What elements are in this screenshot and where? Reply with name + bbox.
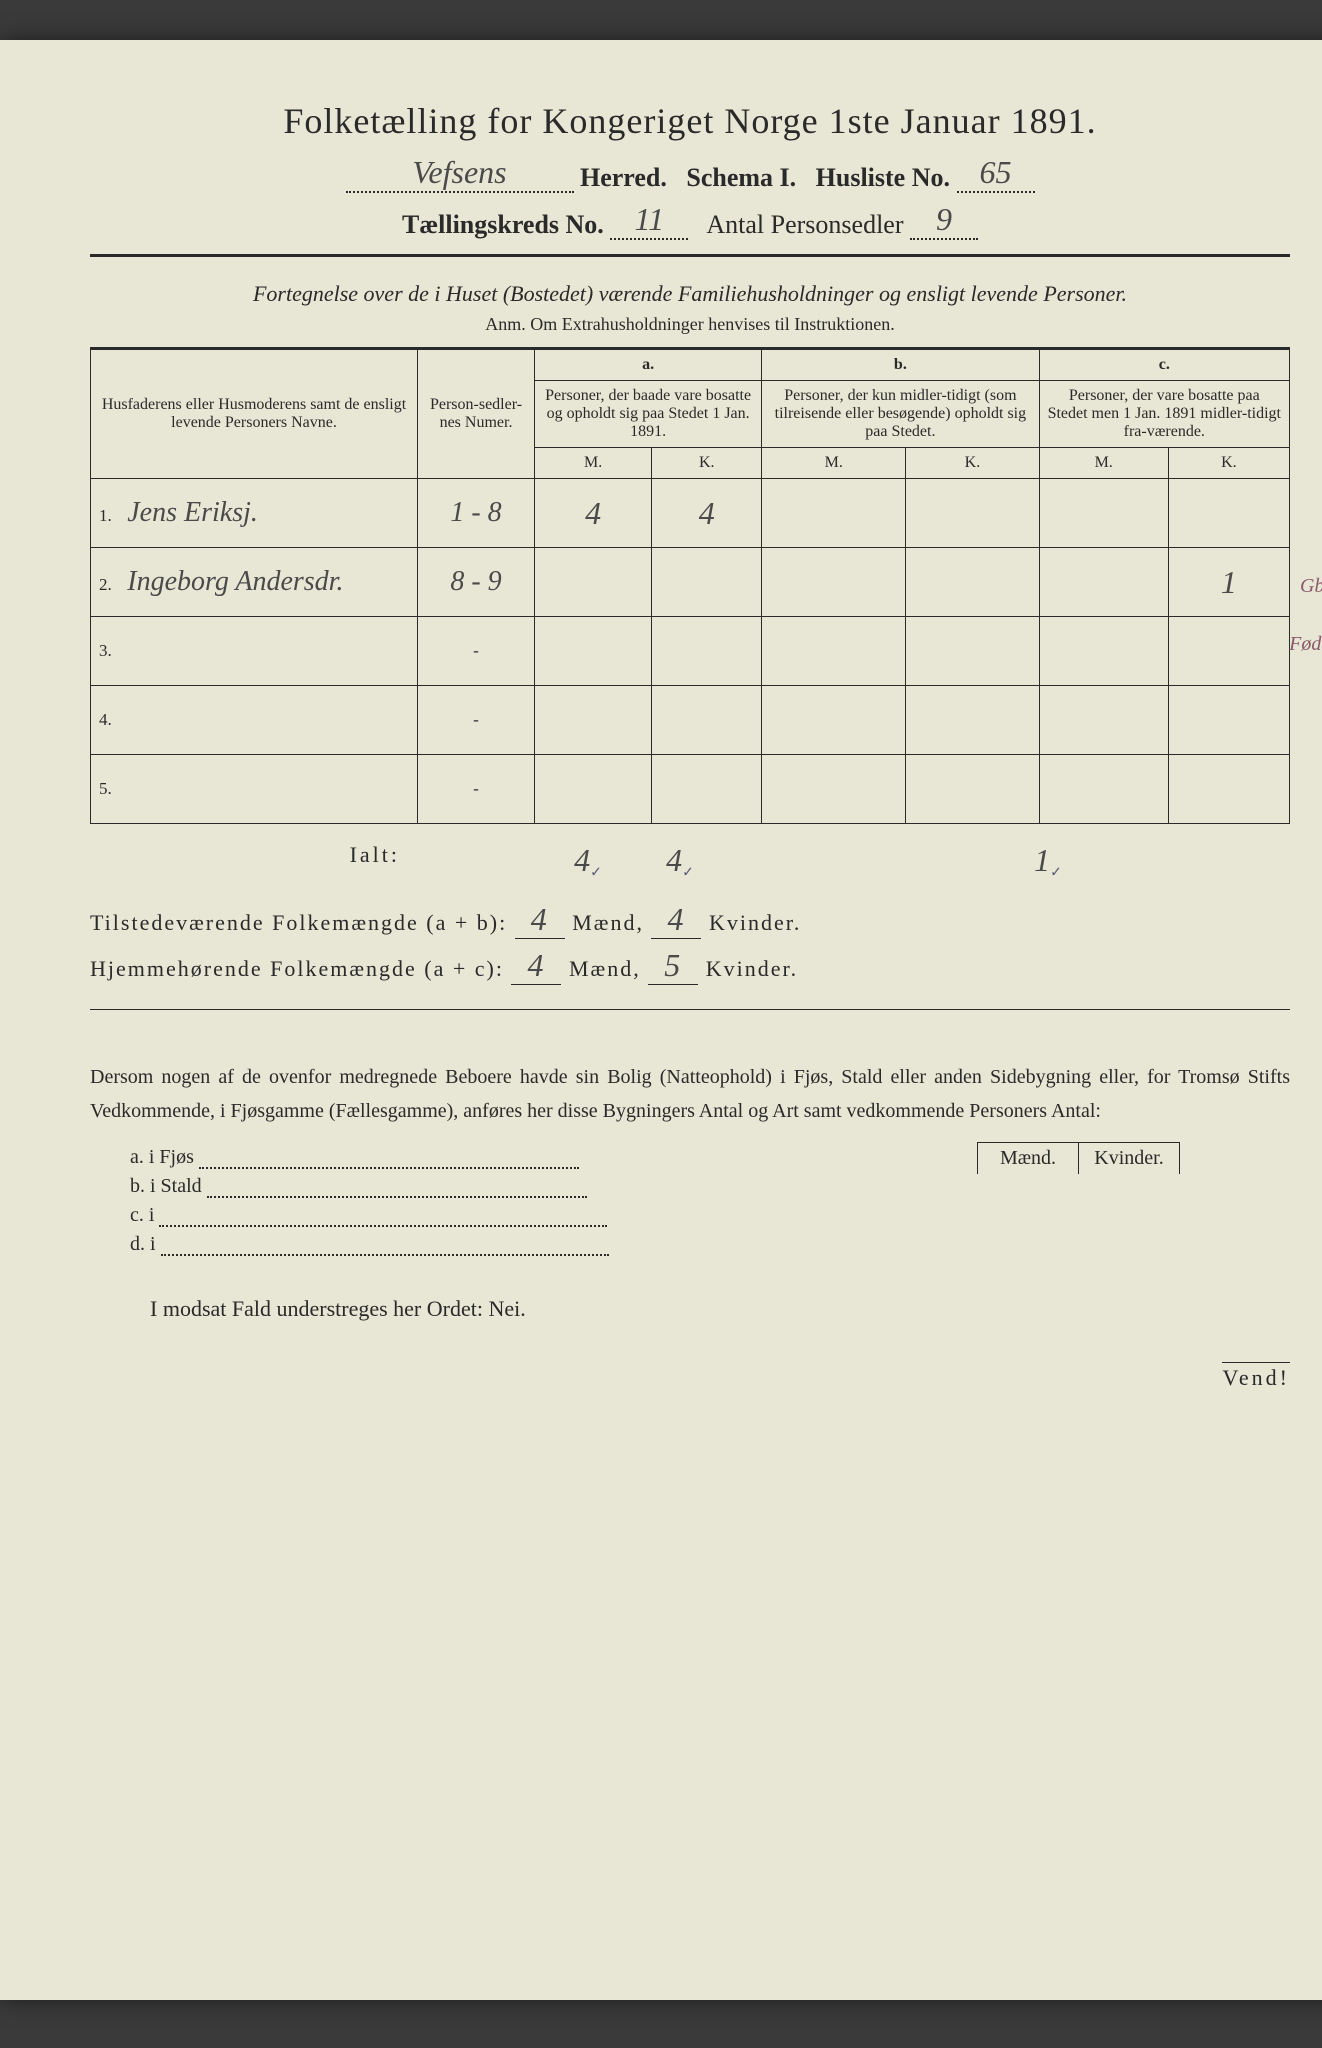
herred-label: Herred. bbox=[580, 163, 667, 192]
col-sedler: Person-sedler-nes Numer. bbox=[418, 349, 535, 479]
divider bbox=[90, 1009, 1290, 1010]
ialt-row: Ialt: 4✓ 4✓ 1✓ bbox=[90, 842, 1290, 881]
col-a-desc: Personer, der baade vare bosatte og opho… bbox=[535, 381, 762, 448]
col-a-m: M. bbox=[535, 448, 652, 479]
husliste-value: 65 bbox=[980, 154, 1012, 190]
margin-note-2: Føderaad bbox=[1289, 633, 1322, 656]
antal-value: 9 bbox=[936, 201, 952, 237]
kreds-value: 11 bbox=[634, 201, 664, 237]
col-c-top: c. bbox=[1039, 349, 1289, 381]
margin-note-1: Gbr. Slv. bbox=[1300, 575, 1322, 598]
table-row: 3. - bbox=[91, 617, 1290, 686]
table-row: 5. - bbox=[91, 755, 1290, 824]
census-table: Husfaderens eller Husmoderens samt de en… bbox=[90, 347, 1290, 824]
herred-line: Vefsens Herred. Schema I. Husliste No. 6… bbox=[90, 154, 1290, 193]
ialt-label: Ialt: bbox=[90, 842, 430, 881]
maend-header: Mænd. bbox=[977, 1142, 1079, 1174]
col-names: Husfaderens eller Husmoderens samt de en… bbox=[91, 349, 418, 479]
col-c-desc: Personer, der vare bosatte paa Stedet me… bbox=[1039, 381, 1289, 448]
dwelling-row: c. i bbox=[130, 1204, 1290, 1227]
page-title: Folketælling for Kongeriget Norge 1ste J… bbox=[90, 100, 1290, 142]
col-b-k: K. bbox=[906, 448, 1039, 479]
dwelling-row: b. i Stald bbox=[130, 1175, 1290, 1198]
tilstede-label: Tilstedeværende Folkemængde (a + b): bbox=[90, 910, 507, 935]
hjemme-label: Hjemmehørende Folkemængde (a + c): bbox=[90, 956, 504, 981]
col-b-m: M. bbox=[762, 448, 906, 479]
col-c-m: M. bbox=[1039, 448, 1168, 479]
nei-line: I modsat Fald understreges her Ordet: Ne… bbox=[150, 1296, 1290, 1322]
col-a-top: a. bbox=[535, 349, 762, 381]
divider bbox=[90, 254, 1290, 257]
col-a-k: K. bbox=[652, 448, 762, 479]
table-row: 1. Jens Eriksj. 1 - 8 4 4 bbox=[91, 479, 1290, 548]
table-row: 4. - bbox=[91, 686, 1290, 755]
husliste-label: Husliste No. bbox=[816, 163, 950, 192]
kreds-line: Tællingskreds No. 11 Antal Personsedler … bbox=[90, 201, 1290, 240]
schema-label: Schema I. bbox=[686, 163, 796, 192]
herred-value: Vefsens bbox=[412, 154, 506, 190]
kreds-label: Tællingskreds No. bbox=[402, 210, 604, 239]
description: Fortegnelse over de i Huset (Bostedet) v… bbox=[90, 277, 1290, 310]
census-form-page: Folketælling for Kongeriget Norge 1ste J… bbox=[0, 40, 1322, 2000]
anm-note: Anm. Om Extrahusholdninger henvises til … bbox=[90, 314, 1290, 335]
col-b-desc: Personer, der kun midler-tidigt (som til… bbox=[762, 381, 1039, 448]
col-b-top: b. bbox=[762, 349, 1039, 381]
col-c-k: K. bbox=[1168, 448, 1289, 479]
vend-label: Vend! bbox=[1222, 1362, 1290, 1391]
table-row: 2. Ingeborg Andersdr. 8 - 9 1 bbox=[91, 548, 1290, 617]
dwelling-row: d. i bbox=[130, 1233, 1290, 1256]
antal-label: Antal Personsedler bbox=[706, 210, 903, 239]
totals-block: Tilstedeværende Folkemængde (a + b): 4 M… bbox=[90, 901, 1290, 985]
kvinder-header: Kvinder. bbox=[1079, 1142, 1180, 1174]
dwelling-paragraph: Dersom nogen af de ovenfor medregnede Be… bbox=[90, 1060, 1290, 1128]
